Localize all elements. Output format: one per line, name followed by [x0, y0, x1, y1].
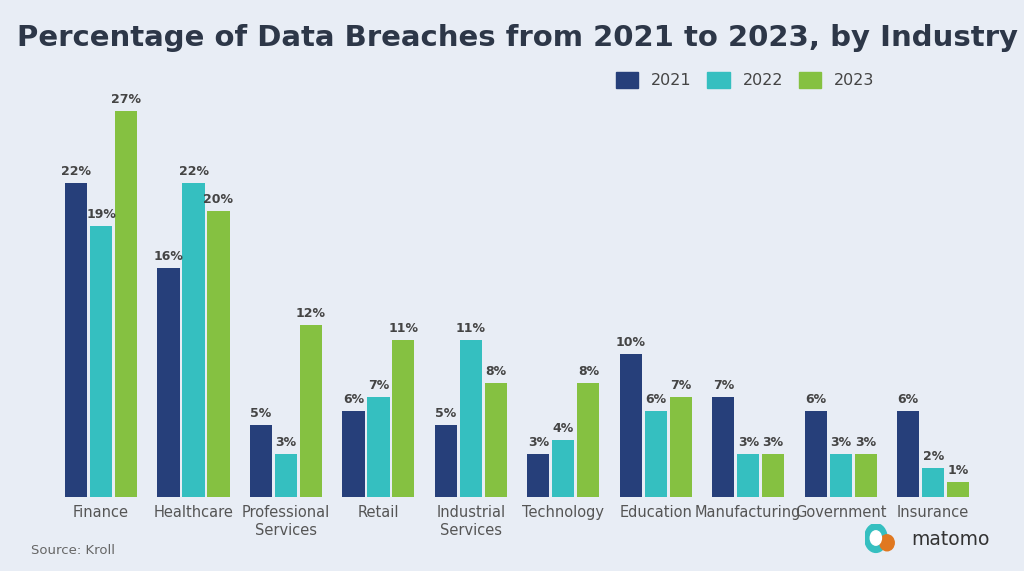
Bar — [460, 340, 482, 497]
Text: 20%: 20% — [204, 193, 233, 206]
Bar — [713, 397, 734, 497]
Text: 10%: 10% — [615, 336, 646, 349]
Text: 7%: 7% — [713, 379, 734, 392]
Legend: 2021, 2022, 2023: 2021, 2022, 2023 — [615, 72, 874, 89]
Bar — [645, 411, 667, 497]
Text: 19%: 19% — [86, 207, 116, 220]
Bar — [855, 454, 877, 497]
Text: 6%: 6% — [645, 393, 667, 406]
Text: 5%: 5% — [251, 407, 271, 420]
Bar — [208, 211, 229, 497]
Bar — [527, 454, 550, 497]
Text: 3%: 3% — [275, 436, 297, 449]
Bar — [300, 325, 322, 497]
Text: 3%: 3% — [855, 436, 877, 449]
Ellipse shape — [864, 524, 887, 552]
Bar — [947, 482, 970, 497]
Text: 5%: 5% — [435, 407, 457, 420]
Text: 3%: 3% — [830, 436, 851, 449]
Text: 16%: 16% — [154, 250, 183, 263]
Text: 6%: 6% — [898, 393, 919, 406]
Bar — [922, 468, 944, 497]
Bar — [620, 354, 642, 497]
Bar — [829, 454, 852, 497]
Text: 6%: 6% — [343, 393, 364, 406]
Bar — [897, 411, 920, 497]
Bar — [484, 383, 507, 497]
Text: 8%: 8% — [485, 364, 507, 377]
Text: 7%: 7% — [670, 379, 691, 392]
Text: 3%: 3% — [527, 436, 549, 449]
Text: 8%: 8% — [578, 364, 599, 377]
Text: 22%: 22% — [178, 164, 209, 178]
Bar — [65, 183, 87, 497]
Text: 1%: 1% — [947, 464, 969, 477]
Bar — [737, 454, 760, 497]
Text: 3%: 3% — [763, 436, 783, 449]
Text: 11%: 11% — [456, 321, 486, 335]
Bar — [805, 411, 826, 497]
Bar — [250, 425, 272, 497]
Text: 12%: 12% — [296, 307, 326, 320]
Bar — [90, 226, 113, 497]
Bar — [762, 454, 784, 497]
Text: Source: Kroll: Source: Kroll — [31, 544, 115, 557]
Bar — [392, 340, 415, 497]
Text: 27%: 27% — [111, 93, 141, 106]
Text: 2%: 2% — [923, 450, 944, 463]
Bar — [274, 454, 297, 497]
Bar — [115, 111, 137, 497]
Text: 4%: 4% — [553, 421, 574, 435]
Text: 22%: 22% — [61, 164, 91, 178]
Bar — [435, 425, 457, 497]
Text: 11%: 11% — [388, 321, 419, 335]
Text: matomo: matomo — [911, 530, 990, 549]
Bar — [578, 383, 599, 497]
Bar — [368, 397, 389, 497]
Bar — [158, 268, 179, 497]
Title: Percentage of Data Breaches from 2021 to 2023, by Industry: Percentage of Data Breaches from 2021 to… — [16, 25, 1018, 53]
Bar — [670, 397, 692, 497]
Bar — [342, 411, 365, 497]
Text: 6%: 6% — [805, 393, 826, 406]
Ellipse shape — [880, 535, 894, 551]
Text: 7%: 7% — [368, 379, 389, 392]
Bar — [552, 440, 574, 497]
Text: 3%: 3% — [737, 436, 759, 449]
Ellipse shape — [870, 531, 882, 545]
Bar — [182, 183, 205, 497]
